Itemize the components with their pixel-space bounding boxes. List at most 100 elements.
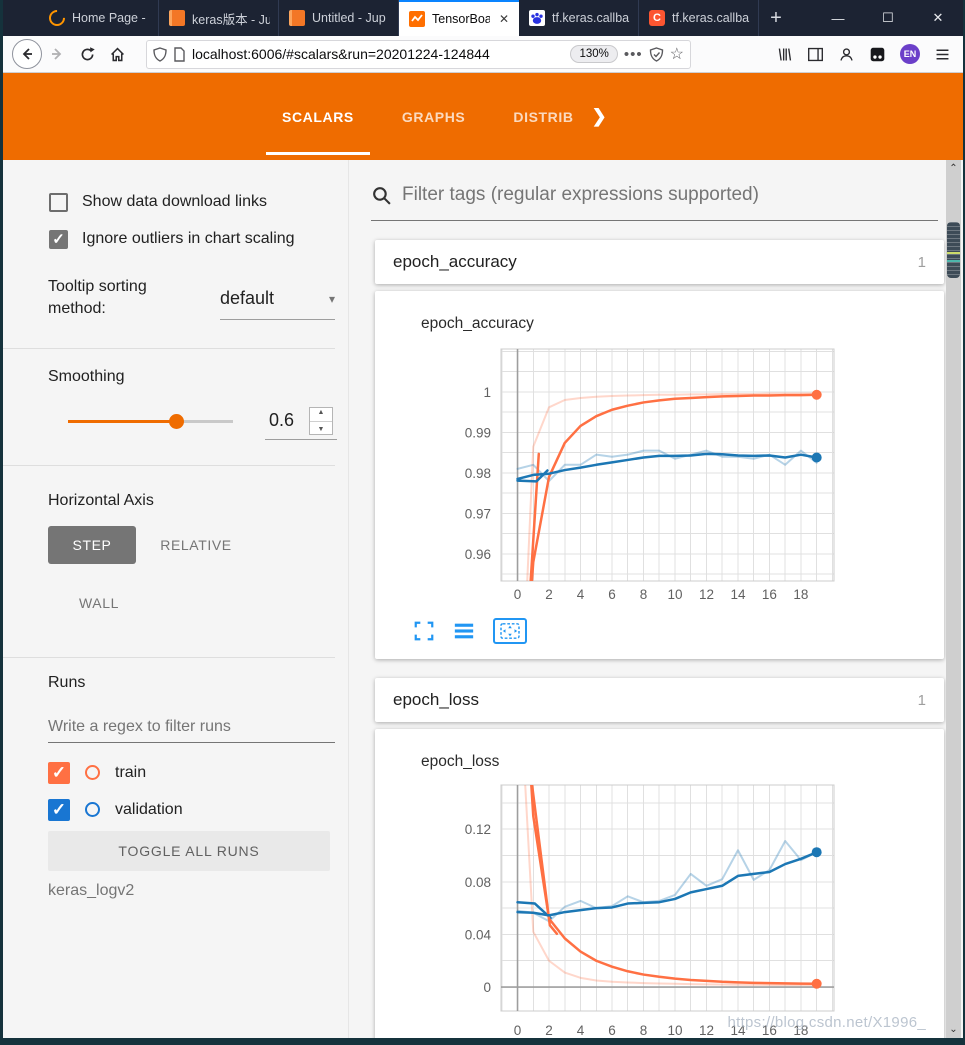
- epoch-accuracy-chart[interactable]: 1 0.99 0.98 0.97 0.96 0 2 4 6 8 10 12 14 16 18: [377, 337, 942, 609]
- show-download-links-checkbox[interactable]: [49, 193, 68, 212]
- smoothing-label: Smoothing: [48, 368, 125, 385]
- tab-close-icon[interactable]: ✕: [498, 12, 509, 26]
- divider: [3, 657, 335, 658]
- svg-text:0.98: 0.98: [465, 466, 491, 481]
- svg-text:4: 4: [577, 1023, 585, 1038]
- tab-tensorboard-active[interactable]: TensorBoa ✕: [399, 0, 519, 36]
- page-info-icon: [174, 46, 185, 62]
- tab-home-page[interactable]: Home Page -: [39, 0, 159, 36]
- maximize-button[interactable]: ☐: [882, 10, 894, 25]
- zoom-level-badge[interactable]: 130%: [570, 45, 618, 63]
- chevron-down-icon: ▾: [328, 292, 335, 306]
- epoch-accuracy-group-header[interactable]: epoch_accuracy 1: [375, 240, 944, 284]
- url-text[interactable]: localhost:6006/#scalars&run=20201224-124…: [192, 46, 490, 62]
- run-validation-checkbox[interactable]: ✓: [48, 799, 70, 821]
- epoch-loss-chart[interactable]: 0.12 0.08 0.04 0 0 2 4 6 8 10 12 14 16 18: [377, 773, 942, 1038]
- smoothing-input-underline: [265, 439, 337, 440]
- bookmark-star-icon[interactable]: ☆: [669, 46, 684, 63]
- svg-text:14: 14: [730, 587, 746, 602]
- close-button[interactable]: ✕: [932, 10, 944, 25]
- tab-csdn-article[interactable]: C tf.keras.callba: [639, 0, 759, 36]
- scrollbar-thumb[interactable]: [947, 222, 960, 278]
- smoothing-stepper[interactable]: [309, 407, 333, 435]
- browser-tab-bar: Home Page - keras版本 - Ju Untitled - Jup …: [3, 0, 963, 36]
- library-icon[interactable]: [776, 46, 793, 63]
- tab-graphs[interactable]: GRAPHS: [401, 108, 466, 125]
- tab-label: Home Page -: [72, 11, 146, 25]
- more-tabs-chevron-icon[interactable]: ❯: [591, 106, 607, 126]
- scroll-down-icon[interactable]: ⌄: [949, 1024, 958, 1035]
- home-button[interactable]: [102, 39, 132, 69]
- expand-card-icon[interactable]: [413, 620, 435, 642]
- fit-domain-icon[interactable]: [493, 618, 527, 644]
- svg-text:6: 6: [608, 587, 616, 602]
- group-count: 1: [917, 253, 926, 271]
- run-train-radio[interactable]: [85, 765, 100, 780]
- tab-distributions[interactable]: DISTRIB: [513, 108, 574, 125]
- tab-keras-notebook[interactable]: keras版本 - Ju: [159, 0, 279, 36]
- translate-en-badge[interactable]: EN: [900, 44, 920, 64]
- toggle-y-axis-icon[interactable]: [452, 620, 476, 642]
- forward-button[interactable]: [42, 39, 72, 69]
- tab-baidu-search[interactable]: tf.keras.callba: [519, 0, 639, 36]
- run-directory-label: keras_logv2: [48, 882, 135, 899]
- tensorboard-header: TensorBoard SCALARS GRAPHS DISTRIB ❯ INA…: [3, 73, 963, 203]
- tooltip-sorting-label2: method:: [48, 300, 106, 317]
- menu-hamburger-icon[interactable]: [934, 46, 951, 63]
- tensorboard-icon: [409, 11, 425, 27]
- tab-label: TensorBoa: [432, 12, 490, 26]
- axis-wall-button[interactable]: WALL: [78, 595, 119, 611]
- runs-regex-input[interactable]: Write a regex to filter runs: [48, 718, 231, 735]
- shield-check-icon[interactable]: [649, 46, 664, 62]
- epoch-loss-card: epoch_loss 0.12 0.08 0.04 0 0 2 4 6 8 10 12 14 16 18: [375, 729, 944, 1038]
- smoothing-value[interactable]: 0.6: [269, 410, 295, 430]
- reload-button[interactable]: [72, 39, 102, 69]
- jupyter-book-icon: [289, 10, 305, 26]
- toggle-all-runs-button[interactable]: TOGGLE ALL RUNS: [48, 831, 330, 871]
- sidebar-toggle-icon[interactable]: [807, 46, 824, 63]
- filter-tags-field[interactable]: Filter tags (regular expressions support…: [371, 184, 938, 221]
- search-icon: [373, 186, 391, 205]
- epoch-loss-group-header[interactable]: epoch_loss 1: [375, 678, 944, 722]
- page-scrollbar[interactable]: ⌃ ⌄: [946, 160, 961, 1038]
- jupyter-book-icon: [169, 10, 185, 26]
- svg-text:0.97: 0.97: [465, 506, 491, 521]
- runs-regex-underline: [48, 742, 335, 743]
- ignore-outliers-checkbox[interactable]: ✓: [49, 230, 68, 249]
- tensorboard-tabs: SCALARS GRAPHS DISTRIB ❯: [258, 73, 607, 160]
- svg-text:10: 10: [667, 587, 682, 602]
- url-bar[interactable]: localhost:6006/#scalars&run=20201224-124…: [146, 39, 691, 69]
- tracking-shield-icon: [153, 46, 167, 62]
- window-bottom-edge: [3, 1038, 963, 1045]
- smoothing-slider-thumb[interactable]: [169, 414, 184, 429]
- tab-scalars[interactable]: SCALARS: [258, 73, 378, 160]
- svg-text:0.99: 0.99: [465, 425, 491, 440]
- divider: [3, 465, 335, 466]
- axis-step-button[interactable]: STEP: [48, 526, 136, 564]
- tab-label: tf.keras.callba: [552, 11, 630, 25]
- scroll-up-icon[interactable]: ⌃: [949, 163, 958, 174]
- svg-text:2: 2: [545, 587, 553, 602]
- firefox-loading-icon: [45, 6, 69, 30]
- chart-title: epoch_loss: [421, 753, 500, 770]
- tab-untitled-notebook[interactable]: Untitled - Jup: [279, 0, 399, 36]
- epoch-accuracy-card: epoch_accuracy 1 0.99 0.98 0.97 0.96 0 2 4 6 8 10 1…: [375, 291, 944, 659]
- tooltip-sorting-dropdown[interactable]: default ▾: [220, 288, 335, 320]
- tooltip-sorting-label: Tooltip sorting: [48, 278, 147, 295]
- account-icon[interactable]: [838, 46, 855, 63]
- svg-text:0.12: 0.12: [465, 822, 491, 837]
- runs-label: Runs: [48, 674, 86, 691]
- toolbar-right-icons: EN: [776, 44, 951, 64]
- extension-icon[interactable]: [869, 46, 886, 63]
- back-button[interactable]: [12, 39, 42, 69]
- filter-tags-placeholder: Filter tags (regular expressions support…: [402, 184, 759, 205]
- group-title: epoch_loss: [393, 690, 480, 709]
- axis-relative-button[interactable]: RELATIVE: [160, 537, 232, 553]
- group-count: 1: [917, 691, 926, 709]
- run-train-checkbox[interactable]: ✓: [48, 762, 70, 784]
- minimize-button[interactable]: —: [831, 10, 845, 26]
- run-validation-radio[interactable]: [85, 802, 100, 817]
- svg-text:12: 12: [699, 587, 714, 602]
- new-tab-button[interactable]: +: [770, 6, 782, 29]
- page-actions-icon[interactable]: •••: [623, 45, 643, 63]
